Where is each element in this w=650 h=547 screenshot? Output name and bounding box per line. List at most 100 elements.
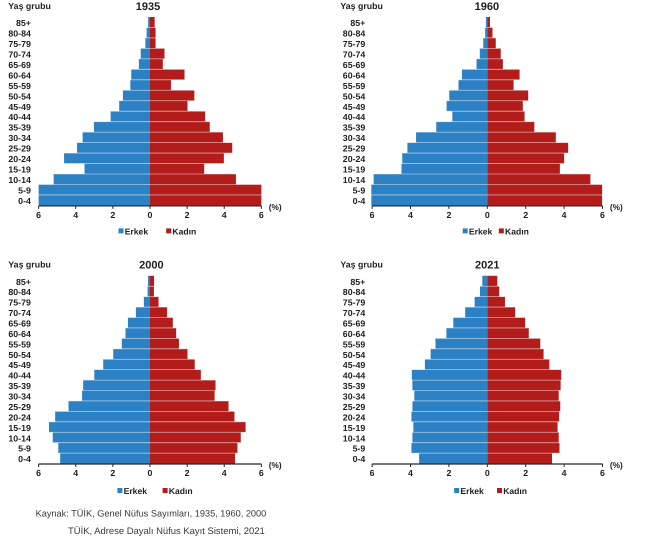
svg-text:15-19: 15-19 xyxy=(343,423,366,433)
svg-text:35-39: 35-39 xyxy=(343,381,366,391)
svg-text:85+: 85+ xyxy=(16,277,31,287)
svg-text:85+: 85+ xyxy=(16,18,31,28)
svg-text:25-29: 25-29 xyxy=(8,402,31,412)
svg-text:1935: 1935 xyxy=(136,1,160,13)
svg-text:0: 0 xyxy=(485,468,490,478)
svg-text:4: 4 xyxy=(222,468,227,478)
svg-text:TÜİK, Adrese Dayalı Nüfus Kayı: TÜİK, Adrese Dayalı Nüfus Kayıt Sistemi,… xyxy=(68,525,265,537)
svg-text:55-59: 55-59 xyxy=(8,81,31,91)
svg-text:50-54: 50-54 xyxy=(8,91,31,101)
svg-text:15-19: 15-19 xyxy=(343,165,366,175)
svg-text:0: 0 xyxy=(148,468,153,478)
svg-text:60-64: 60-64 xyxy=(343,70,366,80)
svg-text:4: 4 xyxy=(73,210,78,220)
svg-text:6: 6 xyxy=(370,468,375,478)
svg-text:55-59: 55-59 xyxy=(8,339,31,349)
svg-text:Yaş grubu: Yaş grubu xyxy=(340,260,383,270)
svg-text:60-64: 60-64 xyxy=(8,70,31,80)
svg-text:Erkek: Erkek xyxy=(124,486,148,496)
svg-text:5-9: 5-9 xyxy=(353,186,366,196)
svg-text:80-84: 80-84 xyxy=(343,287,366,297)
svg-text:4: 4 xyxy=(73,468,78,478)
svg-text:80-84: 80-84 xyxy=(8,287,31,297)
svg-text:20-24: 20-24 xyxy=(343,412,366,422)
svg-text:50-54: 50-54 xyxy=(8,350,31,360)
svg-text:40-44: 40-44 xyxy=(343,112,366,122)
svg-text:40-44: 40-44 xyxy=(8,371,31,381)
svg-text:2: 2 xyxy=(523,210,528,220)
svg-text:80-84: 80-84 xyxy=(8,28,31,38)
svg-text:40-44: 40-44 xyxy=(8,112,31,122)
svg-text:85+: 85+ xyxy=(350,277,365,287)
svg-text:2: 2 xyxy=(446,210,451,220)
svg-text:0-4: 0-4 xyxy=(353,196,366,206)
svg-text:70-74: 70-74 xyxy=(8,49,31,59)
svg-text:45-49: 45-49 xyxy=(343,360,366,370)
svg-text:2: 2 xyxy=(185,468,190,478)
svg-text:30-34: 30-34 xyxy=(343,133,366,143)
svg-text:Kadın: Kadın xyxy=(503,486,527,496)
svg-text:10-14: 10-14 xyxy=(343,175,366,185)
svg-text:5-9: 5-9 xyxy=(18,186,31,196)
svg-text:15-19: 15-19 xyxy=(8,165,31,175)
svg-text:70-74: 70-74 xyxy=(343,308,366,318)
svg-text:0-4: 0-4 xyxy=(18,454,31,464)
svg-text:30-34: 30-34 xyxy=(8,133,31,143)
svg-text:Erkek: Erkek xyxy=(125,226,149,236)
svg-text:50-54: 50-54 xyxy=(343,91,366,101)
svg-text:10-14: 10-14 xyxy=(343,433,366,443)
svg-text:60-64: 60-64 xyxy=(8,329,31,339)
svg-text:75-79: 75-79 xyxy=(343,39,366,49)
svg-text:10-14: 10-14 xyxy=(8,175,31,185)
svg-text:Kadın: Kadın xyxy=(172,226,196,236)
svg-text:15-19: 15-19 xyxy=(8,423,31,433)
svg-text:65-69: 65-69 xyxy=(343,60,366,70)
svg-text:2: 2 xyxy=(110,468,115,478)
svg-text:2: 2 xyxy=(110,210,115,220)
svg-text:(%): (%) xyxy=(610,202,623,212)
svg-text:Yaş grubu: Yaş grubu xyxy=(8,1,51,11)
svg-text:45-49: 45-49 xyxy=(343,102,366,112)
svg-text:65-69: 65-69 xyxy=(8,319,31,329)
svg-text:35-39: 35-39 xyxy=(8,381,31,391)
svg-text:(%): (%) xyxy=(269,460,282,470)
svg-text:6: 6 xyxy=(259,210,264,220)
svg-text:5-9: 5-9 xyxy=(353,444,366,454)
svg-text:45-49: 45-49 xyxy=(8,102,31,112)
svg-text:4: 4 xyxy=(408,210,413,220)
svg-text:4: 4 xyxy=(562,210,567,220)
svg-text:75-79: 75-79 xyxy=(8,39,31,49)
svg-text:30-34: 30-34 xyxy=(8,392,31,402)
svg-text:6: 6 xyxy=(600,210,605,220)
svg-text:40-44: 40-44 xyxy=(343,371,366,381)
svg-text:75-79: 75-79 xyxy=(343,298,366,308)
svg-text:25-29: 25-29 xyxy=(8,144,31,154)
svg-text:35-39: 35-39 xyxy=(343,123,366,133)
svg-text:30-34: 30-34 xyxy=(343,392,366,402)
svg-text:Erkek: Erkek xyxy=(460,486,484,496)
svg-text:65-69: 65-69 xyxy=(8,60,31,70)
svg-text:1960: 1960 xyxy=(475,1,499,13)
svg-text:0: 0 xyxy=(148,210,153,220)
svg-text:6: 6 xyxy=(600,468,605,478)
svg-text:25-29: 25-29 xyxy=(343,402,366,412)
svg-text:20-24: 20-24 xyxy=(8,412,31,422)
svg-text:0-4: 0-4 xyxy=(18,196,31,206)
svg-text:(%): (%) xyxy=(610,460,623,470)
svg-text:20-24: 20-24 xyxy=(343,154,366,164)
svg-text:Yaş grubu: Yaş grubu xyxy=(340,1,383,11)
svg-text:2: 2 xyxy=(446,468,451,478)
svg-text:70-74: 70-74 xyxy=(343,49,366,59)
svg-text:5-9: 5-9 xyxy=(18,444,31,454)
svg-text:Kadın: Kadın xyxy=(505,226,529,236)
svg-text:Kaynak: TÜİK, Genel Nüfus Sayı: Kaynak: TÜİK, Genel Nüfus Sayımları, 193… xyxy=(36,509,267,519)
svg-text:75-79: 75-79 xyxy=(8,298,31,308)
svg-text:10-14: 10-14 xyxy=(8,433,31,443)
svg-text:55-59: 55-59 xyxy=(343,339,366,349)
svg-text:85+: 85+ xyxy=(350,18,365,28)
svg-text:65-69: 65-69 xyxy=(343,319,366,329)
svg-text:25-29: 25-29 xyxy=(343,144,366,154)
svg-text:2000: 2000 xyxy=(139,260,163,272)
svg-text:45-49: 45-49 xyxy=(8,360,31,370)
svg-text:80-84: 80-84 xyxy=(343,28,366,38)
